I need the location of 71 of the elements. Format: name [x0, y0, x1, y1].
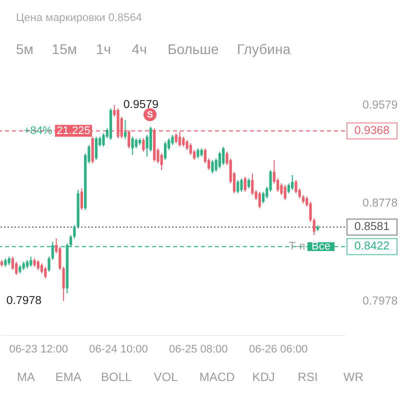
text: WR: [343, 370, 364, 384]
text: 4ч: [132, 41, 147, 57]
candlestick: [269, 169, 272, 192]
candlestick: [160, 152, 163, 170]
candlestick: [11, 256, 14, 271]
chart-subtitle: Цена маркировки 0.8564: [16, 12, 142, 24]
candlestick: [236, 180, 240, 194]
candlestick: [174, 132, 178, 144]
text: BOLL: [101, 370, 132, 384]
candlestick: [280, 182, 283, 196]
text: EMA: [55, 370, 82, 384]
annotation: +84%: [24, 124, 52, 137]
text: Больше: [168, 41, 219, 57]
candlestick: [62, 266, 65, 302]
candlestick: [284, 184, 286, 201]
x-tick-label: 06-26 06:00: [248, 344, 308, 356]
x-tick-label: 06-23 12:00: [9, 344, 68, 356]
candlestick: [287, 182, 290, 194]
candlestick: [36, 260, 40, 271]
text: VOL: [154, 370, 178, 384]
annotation: S: [146, 110, 154, 120]
text: RSI: [298, 370, 318, 384]
candlestick: [149, 126, 152, 152]
candlestick: [291, 174, 294, 191]
text: MA: [17, 370, 35, 384]
candlestick: [15, 261, 18, 276]
candlestick: [102, 132, 105, 148]
candlestick: [251, 172, 254, 196]
candlestick: [186, 140, 188, 151]
annotation: Т-п: [288, 240, 306, 253]
annotation: 21.225: [56, 124, 90, 137]
candlestick: [240, 178, 243, 192]
y-tick-label: 0.8778: [362, 198, 398, 210]
candlestick: [134, 138, 138, 149]
candlestick: [171, 134, 174, 146]
annotation: 0.7978: [6, 294, 42, 307]
y-tick-label: 0.9579: [362, 100, 398, 112]
ref-line-label: 0.8422: [354, 240, 390, 253]
text: 1ч: [96, 41, 112, 57]
ref-line-label: 0.9368: [354, 124, 390, 137]
candlestick: [189, 142, 192, 156]
candlestick: [40, 262, 44, 274]
y-tick-label: 0.7978: [362, 295, 398, 308]
candlestick: [142, 138, 145, 152]
candlestick: [211, 160, 214, 174]
candlestick: [182, 136, 185, 148]
annotation: 0.9579: [123, 99, 159, 111]
candlestick: [247, 178, 250, 189]
candlestick: [44, 266, 47, 279]
text: KDJ: [252, 370, 275, 384]
candlestick: [222, 146, 225, 166]
candlestick: [262, 191, 265, 204]
candlestick: [94, 136, 98, 160]
text: Глубина: [237, 41, 291, 57]
candlestick: [258, 191, 261, 209]
x-tick-label: 06-25 08:00: [169, 344, 228, 356]
candlestick: [218, 151, 222, 169]
ref-line-label: 0.8581: [354, 221, 390, 234]
text: MACD: [199, 370, 236, 384]
annotation: Все: [312, 240, 330, 253]
candlestick: [91, 136, 94, 164]
text: 15м: [52, 41, 78, 57]
text: 5м: [16, 41, 34, 57]
x-tick-label: 06-24 10:00: [89, 344, 148, 356]
candlestick: [196, 148, 200, 159]
candlestick: [80, 188, 84, 211]
candlestick: [164, 141, 167, 160]
candlestick: [244, 176, 246, 192]
candlestick: [131, 136, 134, 156]
candlestick: [124, 119, 127, 140]
candlestick: [30, 256, 32, 268]
